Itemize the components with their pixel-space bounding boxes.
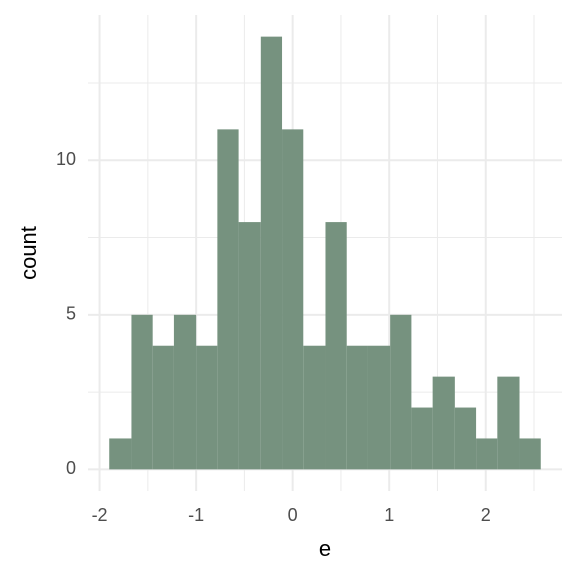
bar: [390, 314, 412, 470]
bar: [497, 376, 520, 470]
bar: [109, 438, 132, 470]
bar: [367, 345, 391, 470]
y-tick-label: 0: [66, 458, 76, 478]
bar: [217, 129, 239, 470]
bar: [260, 36, 283, 470]
bar: [282, 129, 304, 470]
bar: [173, 314, 197, 470]
x-axis-title: e: [319, 536, 331, 561]
bar: [325, 222, 347, 470]
y-tick-label: 10: [56, 149, 76, 169]
bar: [196, 345, 218, 470]
bar: [519, 438, 541, 470]
x-tick-label: -2: [92, 505, 108, 525]
bar: [411, 407, 433, 470]
bar: [454, 407, 477, 470]
y-tick-label: 5: [66, 304, 76, 324]
x-tick-label: 1: [384, 505, 394, 525]
bar: [152, 345, 174, 470]
x-tick-label: 2: [481, 505, 491, 525]
bar: [432, 376, 455, 470]
bar: [238, 222, 261, 470]
x-tick-label: 0: [288, 505, 298, 525]
bar: [476, 438, 498, 470]
y-axis-title: count: [16, 226, 41, 280]
bar: [303, 345, 326, 470]
x-tick-label: -1: [188, 505, 204, 525]
bar: [131, 314, 153, 470]
bar: [346, 345, 368, 470]
